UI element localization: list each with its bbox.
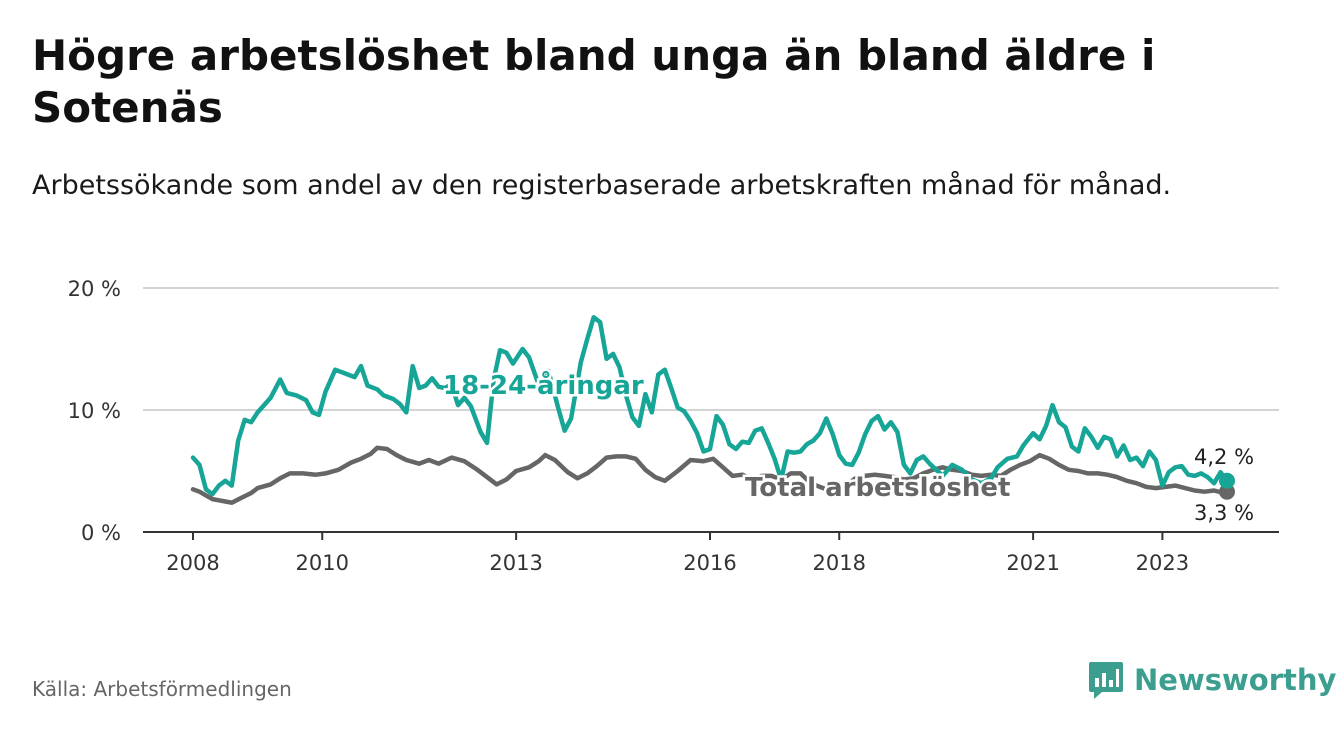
- x-tick-label: 2016: [683, 551, 736, 575]
- x-tick-label: 2013: [489, 551, 542, 575]
- end-marker-total: [1219, 483, 1235, 500]
- end-label-youth: 4,2 %: [1194, 445, 1254, 469]
- bar-chart-logo-icon: [1089, 662, 1123, 699]
- y-tick-labels: 0 % 10 % 20 %: [68, 277, 121, 545]
- y-tick-label: 20 %: [68, 277, 121, 301]
- series-lines: [190, 315, 1230, 505]
- chart-subtitle: Arbetssökande som andel av den registerb…: [32, 170, 1172, 201]
- series-line-youth: [190, 315, 1230, 497]
- brand-name: Newsworthy: [1134, 663, 1337, 697]
- x-tick-label: 2018: [813, 551, 866, 575]
- y-tick-label: 0 %: [81, 521, 121, 545]
- x-tick-label: 2023: [1136, 551, 1189, 575]
- series-line-total: [190, 445, 1230, 505]
- source-note: Källa: Arbetsförmedlingen: [32, 677, 292, 701]
- end-marker-youth: [1219, 472, 1235, 489]
- line-chart: 0 % 10 % 20 % 2008 2010 2013 2016 2018 2021 2023…: [68, 277, 1279, 575]
- chart-title: Högre arbetslöshet bland unga än bland ä…: [32, 31, 1156, 132]
- x-tick-label: 2008: [166, 551, 219, 575]
- brand-logo: Newsworthy: [1088, 660, 1336, 700]
- x-ticks: [192, 532, 1164, 540]
- end-label-total: 3,3 %: [1194, 501, 1254, 525]
- y-tick-label: 10 %: [68, 399, 121, 423]
- series-label-youth: 18-24-åringar: [443, 369, 644, 401]
- x-tick-label: 2010: [296, 551, 349, 575]
- series-label-total: Total arbetslöshet: [745, 473, 1010, 503]
- y-gridlines: [143, 287, 1279, 411]
- end-markers: [1219, 472, 1235, 500]
- x-tick-label: 2021: [1006, 551, 1059, 575]
- x-tick-labels: 2008 2010 2013 2016 2018 2021 2023: [166, 551, 1189, 575]
